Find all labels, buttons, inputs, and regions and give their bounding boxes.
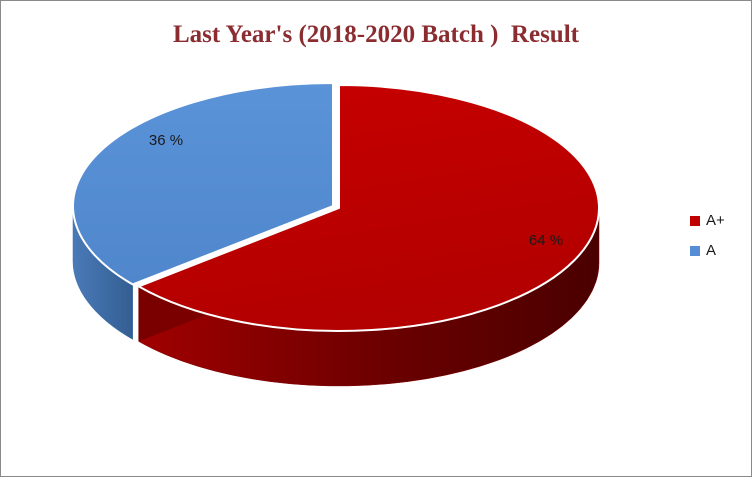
legend-item-a: A bbox=[690, 241, 725, 260]
legend-label-a: A bbox=[706, 242, 717, 259]
legend-swatch-a-plus bbox=[690, 215, 700, 226]
data-label-a: 36 % bbox=[149, 132, 183, 149]
pie-slice-a-plus bbox=[137, 84, 600, 332]
chart-title: Last Year's (2018-2020 Batch ) Result bbox=[173, 21, 579, 48]
legend-swatch-a bbox=[690, 245, 700, 256]
chart-legend: A+ A bbox=[690, 211, 725, 271]
pie-slice-a bbox=[72, 82, 334, 286]
legend-label-a-plus: A+ bbox=[706, 212, 725, 229]
legend-item-a-plus: A+ bbox=[690, 211, 725, 230]
data-label-a-plus: 64 % bbox=[529, 232, 563, 249]
